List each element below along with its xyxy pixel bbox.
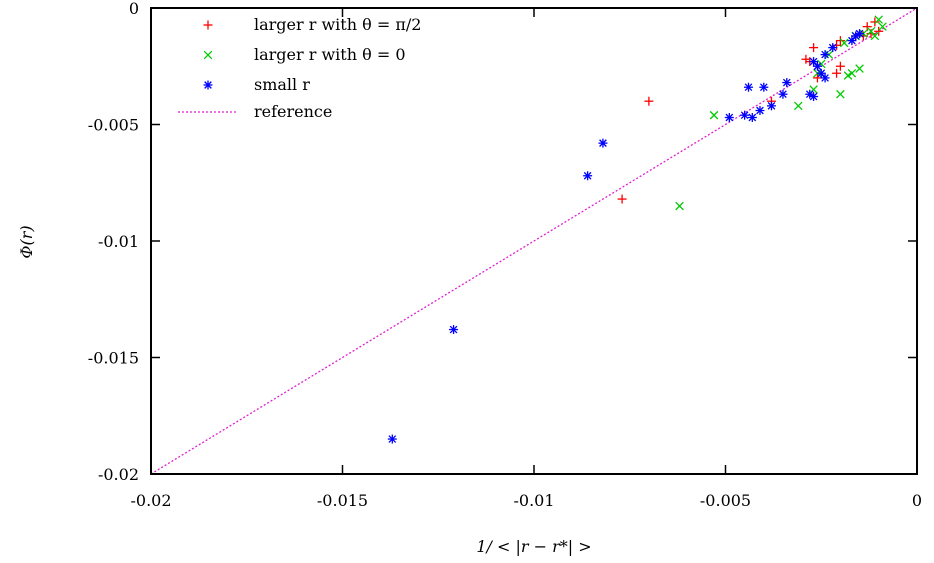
legend-entry-larger-r-theta-zero: larger r with θ = 0 [203, 45, 406, 64]
y-tick-label: -0.005 [88, 116, 139, 135]
data-point-plus [644, 96, 654, 106]
data-point-star [855, 29, 865, 39]
data-point-star [828, 43, 838, 53]
y-axis-label: Φ(r) [17, 225, 36, 258]
legend-label: larger r with θ = 0 [254, 45, 406, 64]
y-tick-label: 0 [129, 0, 139, 18]
data-point-plus [835, 36, 845, 46]
data-point-plus [801, 54, 811, 64]
data-point-star [724, 113, 734, 123]
x-tick-label: 0 [912, 491, 922, 510]
data-point-star [583, 171, 593, 181]
data-point-cross [675, 201, 684, 211]
legend-label: larger r with θ = π/2 [254, 15, 421, 34]
plot-frame [150, 7, 918, 475]
legend-entry-reference: reference [178, 102, 332, 121]
data-point-star [598, 138, 608, 148]
data-point-plus [870, 17, 880, 27]
data-point-cross [874, 15, 883, 24]
data-point-plus [862, 22, 872, 32]
reference-layer [150, 7, 918, 475]
data-points [387, 15, 887, 444]
data-point-cross [793, 101, 803, 111]
legend-label: small r [254, 75, 310, 94]
x-tick-label: -0.02 [130, 491, 171, 510]
data-point-cross [878, 22, 887, 31]
data-point-plus [809, 43, 819, 53]
legend-marker [203, 80, 213, 90]
x-axis-label: 1/ < |r − r*| > [476, 537, 591, 556]
data-point-star [743, 82, 753, 92]
legend-marker [203, 20, 213, 30]
data-point-cross [836, 89, 845, 99]
x-tick-label: -0.015 [317, 491, 368, 510]
legend-entry-small-r: small r [203, 75, 310, 94]
data-point-star [820, 50, 830, 60]
data-point-cross [855, 64, 864, 73]
data-point-star [766, 101, 776, 111]
data-point-star [747, 113, 757, 123]
data-point-cross [709, 110, 719, 120]
data-point-star [816, 68, 826, 78]
data-point-star [387, 434, 397, 444]
data-point-plus [874, 26, 884, 36]
data-point-star [809, 92, 819, 102]
data-point-star [782, 78, 792, 88]
data-point-plus [812, 73, 822, 83]
reference-line [150, 7, 918, 475]
data-point-plus [835, 61, 845, 71]
data-point-plus [832, 68, 842, 78]
data-point-cross [847, 68, 857, 78]
legend-entry-larger-r-pi-half: larger r with θ = π/2 [203, 15, 421, 34]
data-point-plus [832, 40, 842, 50]
data-point-cross [839, 38, 849, 48]
y-tick-label: -0.01 [98, 232, 139, 251]
data-point-star [778, 89, 788, 99]
y-tick-label: -0.015 [88, 349, 139, 368]
data-point-plus [617, 194, 627, 204]
legend-marker [203, 50, 213, 60]
data-point-star [809, 57, 819, 67]
data-point-star [740, 110, 750, 120]
data-point-star [755, 106, 765, 116]
data-point-cross [870, 31, 880, 41]
legend: larger r with θ = π/2 larger r with θ = 0… [178, 15, 421, 121]
data-point-star [449, 325, 459, 335]
tick-labels: -0.02 -0.015 -0.01 -0.005 0 -0.02 -0.015 -0.01 -… [88, 0, 922, 510]
data-point-cross [843, 71, 853, 80]
legend-label: reference [254, 102, 332, 121]
data-point-star [759, 82, 769, 92]
x-tick-label: -0.005 [700, 491, 751, 510]
y-tick-label: -0.02 [98, 465, 139, 484]
x-tick-label: -0.01 [513, 491, 554, 510]
